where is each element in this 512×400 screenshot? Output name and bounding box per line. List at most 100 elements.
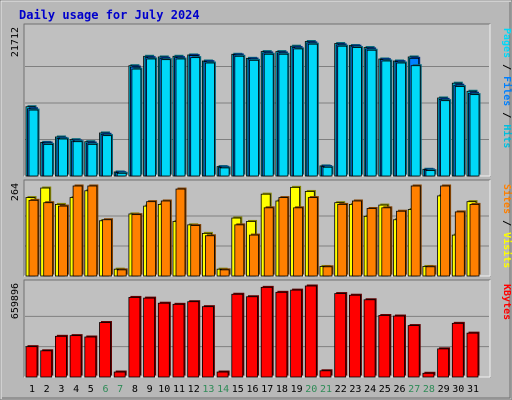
bar-kbytes-day-12 (187, 301, 200, 378)
bar-pages-day-6 (102, 135, 112, 177)
bar-pages-day-4 (72, 141, 83, 177)
day-label-7: 7 (117, 384, 123, 395)
bar-sites-day-2 (43, 202, 54, 277)
bar-sites-day-21 (322, 266, 333, 277)
bar-kbytes-day-17 (260, 286, 273, 378)
legend-part: Pages (501, 28, 512, 58)
day-label-3: 3 (58, 384, 64, 395)
bar-pages-day-13 (204, 62, 215, 177)
bar-kbytes-day-5 (84, 336, 97, 378)
day-label-18: 18 (276, 384, 288, 395)
bar-kbytes-day-2 (40, 350, 53, 378)
bar-kbytes-day-15 (231, 293, 244, 378)
bar-sites-day-4 (72, 185, 83, 277)
day-label-21: 21 (320, 384, 332, 395)
day-label-31: 31 (467, 384, 479, 395)
bar-sites-day-6 (102, 219, 112, 277)
bar-kbytes-day-6 (99, 322, 111, 378)
bar-sites-day-29 (440, 185, 451, 277)
bar-sites-day-23 (351, 200, 362, 277)
panel-hits-legend-label: Pages / Files / Hits (501, 28, 512, 148)
bar-pages-day-10 (160, 59, 171, 177)
bar-kbytes-day-4 (69, 335, 82, 378)
bar-kbytes-day-8 (128, 297, 141, 378)
bar-sites-day-22 (337, 204, 348, 277)
bar-sites-day-11 (175, 188, 186, 277)
bar-sites-day-26 (396, 210, 406, 277)
panel-kbytes-legend-label: KBytes (501, 284, 512, 320)
bar-sites-day-15 (234, 224, 245, 277)
bar-pages-day-17 (263, 53, 274, 177)
bar-pages-day-14 (219, 167, 230, 177)
bar-pages-day-19 (293, 48, 304, 177)
legend-part: KBytes (501, 284, 512, 320)
legend-part: Sites (501, 184, 512, 214)
bar-pages-day-18 (278, 53, 289, 177)
day-label-20: 20 (305, 384, 317, 395)
day-label-12: 12 (188, 384, 200, 395)
bar-pages-day-20 (307, 43, 318, 177)
day-label-2: 2 (44, 384, 50, 395)
day-label-10: 10 (158, 384, 170, 395)
day-label-19: 19 (291, 384, 303, 395)
bar-kbytes-day-10 (157, 302, 170, 378)
bar-sites-day-9 (146, 201, 157, 277)
day-label-11: 11 (173, 384, 185, 395)
bar-kbytes-day-26 (393, 315, 405, 378)
panel-hits-ymax-label: 21712 (10, 27, 21, 57)
day-label-13: 13 (202, 384, 214, 395)
bar-kbytes-day-11 (172, 303, 185, 378)
bar-pages-day-22 (337, 45, 348, 177)
legend-part: / (501, 214, 512, 232)
panel-sites-legend-label: Sites / Visits (501, 184, 512, 268)
bar-sites-day-14 (219, 269, 230, 277)
day-label-5: 5 (88, 384, 94, 395)
bar-sites-day-20 (307, 197, 318, 277)
bar-sites-day-18 (278, 197, 289, 277)
bar-pages-day-2 (43, 143, 54, 177)
bar-sites-day-19 (293, 207, 304, 277)
bar-kbytes-day-16 (246, 296, 258, 378)
legend-part: Files (501, 76, 512, 106)
day-labels: 1 2 3 4 5 6 7 8 9 10 11 12 13 14 15 16 17 18 19 20 21 22 23 24 2… (29, 384, 479, 395)
bar-kbytes-day-30 (451, 322, 464, 378)
bar-kbytes-day-19 (290, 289, 303, 378)
bar-kbytes-day-14 (216, 371, 229, 378)
bar-pages-day-15 (234, 55, 245, 177)
bar-pages-day-31 (469, 94, 480, 177)
bar-pages-day-28 (425, 170, 436, 177)
day-label-24: 24 (364, 384, 376, 395)
bar-pages-day-7 (116, 172, 127, 177)
day-label-28: 28 (423, 384, 435, 395)
bar-kbytes-day-23 (348, 294, 361, 378)
bar-sites-day-28 (425, 266, 436, 277)
day-label-6: 6 (102, 384, 108, 395)
panel-hits: 21712 Pages / Files / Hits (10, 23, 512, 177)
legend-part: / (501, 58, 512, 76)
bar-kbytes-day-27 (407, 325, 420, 378)
bar-kbytes-day-21 (319, 370, 332, 378)
bar-pages-day-23 (351, 47, 362, 177)
bar-sites-day-30 (454, 211, 465, 277)
bar-sites-day-13 (204, 235, 215, 277)
panel-sites-ymax-label: 264 (10, 183, 21, 201)
bar-sites-day-25 (381, 207, 392, 277)
day-label-30: 30 (452, 384, 464, 395)
bar-kbytes-day-3 (55, 335, 67, 378)
bar-pages-day-27 (410, 65, 421, 177)
bar-pages-day-5 (87, 143, 98, 177)
day-label-23: 23 (349, 384, 361, 395)
bar-kbytes-day-13 (201, 306, 214, 378)
day-label-29: 29 (438, 384, 450, 395)
bar-kbytes-day-18 (275, 291, 288, 378)
bar-pages-day-8 (131, 68, 142, 177)
bar-sites-day-3 (58, 205, 68, 277)
bar-kbytes-day-1 (25, 346, 38, 378)
bar-pages-day-16 (249, 59, 259, 177)
bar-kbytes-day-25 (378, 315, 391, 378)
bar-kbytes-day-7 (113, 371, 126, 378)
bar-pages-day-9 (146, 58, 157, 177)
bar-sites-day-8 (131, 214, 142, 277)
